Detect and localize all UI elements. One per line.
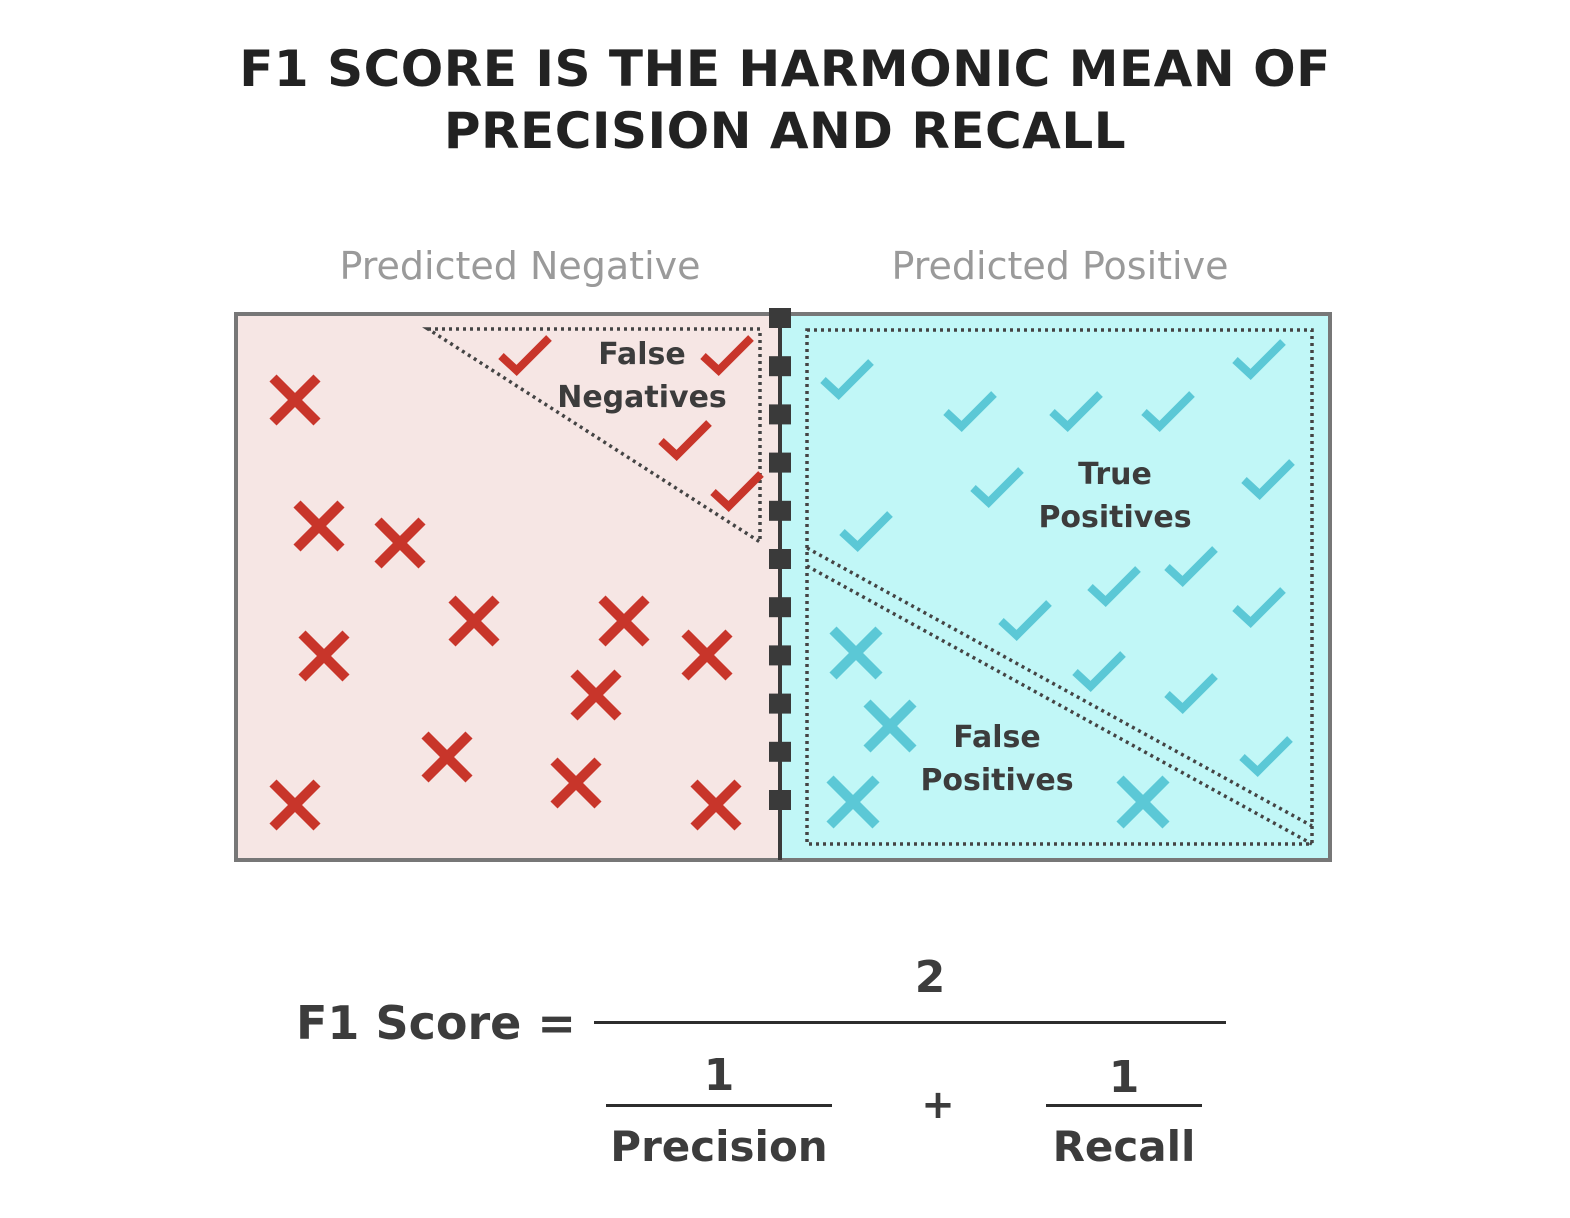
check-mark (1241, 459, 1295, 500)
formula-numerator: 2 (914, 952, 946, 1003)
check-mark (943, 391, 997, 432)
divider-block (769, 549, 791, 569)
check-mark (710, 471, 764, 512)
cross-mark (269, 779, 321, 831)
false-negative-marks (498, 335, 764, 512)
predicted-negative-label: Predicted Negative (339, 244, 701, 288)
recall-term-denominator: Recall (1052, 1122, 1196, 1171)
true-positives-label-line-1: True (1078, 457, 1152, 492)
divider-block (769, 356, 791, 377)
cross-mark (421, 731, 473, 783)
divider-block (769, 790, 791, 810)
divider-block (769, 741, 791, 762)
check-mark (1164, 673, 1218, 714)
divider-block (769, 693, 791, 714)
divider-block (769, 404, 791, 425)
precision-term-numerator: 1 (703, 1050, 735, 1101)
plus-sign: + (921, 1082, 955, 1128)
check-mark (1164, 546, 1218, 587)
divider-block (769, 308, 791, 328)
check-mark (820, 359, 874, 400)
recall-fraction-bar (1046, 1104, 1202, 1107)
cross-mark (863, 699, 917, 753)
check-mark (1232, 339, 1286, 380)
cross-mark (269, 374, 321, 426)
true-negative-marks (269, 374, 742, 831)
check-mark (1141, 391, 1195, 432)
check-mark (658, 420, 712, 461)
check-mark (970, 467, 1024, 508)
check-mark (998, 600, 1052, 641)
cross-mark (448, 595, 500, 647)
predicted-positive-boundary (805, 328, 1314, 846)
true-positives-label-line-2: Positives (1038, 500, 1191, 535)
recall-term-numerator: 1 (1108, 1052, 1140, 1103)
false-positive-marks (826, 626, 1170, 829)
page-title: F1 SCORE IS THE HARMONIC MEAN OF PRECISI… (0, 38, 1570, 162)
cross-mark (829, 626, 883, 680)
predicted-positive-label: Predicted Positive (891, 244, 1229, 288)
negative-region (236, 314, 780, 860)
check-mark (1087, 566, 1141, 607)
cross-mark (374, 517, 426, 569)
cross-mark (826, 775, 880, 829)
cross-mark (570, 669, 622, 721)
cross-mark (298, 630, 350, 682)
cross-mark (1116, 775, 1170, 829)
check-mark (498, 335, 552, 376)
title-line-2: PRECISION AND RECALL (443, 102, 1127, 160)
cross-mark (550, 757, 602, 809)
false-positives-label-line-2: Positives (920, 763, 1073, 798)
positive-region (780, 314, 1330, 860)
precision-fraction-bar (606, 1104, 832, 1107)
check-mark (1049, 391, 1103, 432)
cross-mark (598, 595, 650, 647)
check-mark (1239, 736, 1293, 777)
false-negatives-label-line-1: False (598, 337, 685, 372)
formula-lhs: F1 Score = (296, 996, 576, 1050)
title-line-1: F1 SCORE IS THE HARMONIC MEAN OF (239, 40, 1331, 98)
true-false-positive-divider-b (806, 564, 1313, 846)
main-fraction-bar (594, 1021, 1226, 1024)
precision-term-denominator: Precision (610, 1122, 828, 1171)
true-false-positive-divider-a (806, 546, 1313, 828)
cross-mark (293, 500, 345, 552)
divider-block (769, 500, 791, 521)
cross-mark (681, 629, 733, 681)
false-negatives-label-line-2: Negatives (557, 380, 727, 415)
check-mark (839, 511, 893, 552)
cross-mark (690, 779, 742, 831)
false-negatives-boundary (422, 327, 762, 546)
divider-block (769, 597, 791, 618)
check-mark (1232, 587, 1286, 628)
divider-block (769, 645, 791, 666)
true-positive-marks (820, 339, 1295, 777)
divider-block (769, 452, 791, 473)
false-positives-label-line-1: False (953, 720, 1040, 755)
center-divider-blocks (769, 308, 791, 810)
check-mark (700, 335, 754, 376)
check-mark (1072, 651, 1126, 692)
